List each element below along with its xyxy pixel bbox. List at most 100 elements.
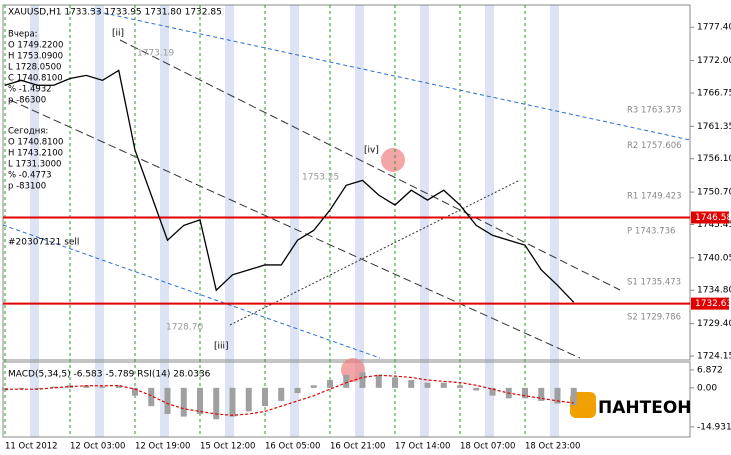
macd-bar (473, 387, 480, 391)
highlight (381, 148, 405, 172)
macd-bar (83, 385, 90, 388)
session-band (550, 5, 559, 437)
x-tick-label: 18 Oct 23:00 (525, 442, 580, 452)
y-tick-label: 1766.75 (697, 88, 731, 98)
price-line (4, 69, 575, 303)
y-tick-label: 6.872 (697, 365, 723, 375)
info-line: O 1740.8100 (8, 138, 63, 148)
y-tick-label: 1745.45 (697, 220, 731, 230)
macd-bar (278, 387, 285, 401)
logo: ПАНТЕОН (598, 398, 692, 418)
info-line: Сегодня: (8, 127, 48, 137)
annotation: #20307121 sell (8, 238, 79, 248)
macd-bar (408, 380, 415, 388)
y-tick-label: 1750.70 (697, 188, 731, 198)
macd-bar (375, 374, 382, 388)
info-line: L 1728.0500 (8, 63, 61, 73)
macd-bar (343, 374, 350, 388)
macd-bar (392, 377, 398, 388)
info-line: p -86300 (8, 96, 46, 106)
y-tick-label: 1772.00 (697, 56, 731, 66)
macd-bar (262, 387, 268, 407)
y-tick-label: 1740.05 (697, 253, 731, 263)
y-tick-label: 1761.35 (697, 122, 731, 132)
macd-bar (554, 387, 561, 404)
x-tick-label: 12 Oct 19:00 (135, 442, 190, 452)
pivot-label: S2 1729.786 (627, 313, 681, 323)
macd-bar (538, 387, 545, 401)
macd-bar (294, 387, 301, 394)
macd-bar (570, 387, 577, 406)
annotation: 1753.25 (302, 173, 339, 183)
trend-line (9, 99, 581, 359)
y-tick-label: 1729.40 (697, 319, 731, 329)
macd-bar (164, 387, 171, 415)
y-tick-label: -14.931 (697, 422, 731, 432)
level-box (691, 211, 729, 224)
info-line: C 1740.8100 (8, 74, 63, 84)
level-label: 1732.63 (695, 299, 731, 309)
y-tick-label: 1777.40 (697, 23, 731, 33)
x-tick-label: 12 Oct 03:00 (70, 442, 125, 452)
macd-title: MACD(5,34,5) -6.583 -5.789 RSI(14) 28.03… (8, 370, 211, 380)
session-band (160, 5, 169, 437)
info-line: O 1749.2200 (8, 41, 63, 51)
macd-bar (148, 387, 155, 407)
header: XAUUSD,H1 1733.33 1733.95 1731.80 1732.8… (8, 8, 222, 18)
session-band (420, 5, 429, 437)
info-line: H 1743.2100 (8, 149, 63, 159)
session-band (225, 5, 234, 437)
macd-bar (440, 382, 447, 388)
macd-bar (245, 387, 252, 412)
session-band (30, 5, 39, 437)
macd-bar (229, 387, 236, 417)
session-band (485, 5, 494, 437)
macd-bar (34, 387, 41, 390)
signal-line (5, 374, 574, 416)
x-tick-label: 11 Oct 2012 (5, 442, 58, 452)
annotation: [iii] (214, 342, 229, 352)
x-tick-label: 16 Oct 05:00 (265, 442, 320, 452)
session-band (95, 5, 104, 437)
macd-bar (132, 387, 138, 396)
macd-bar (310, 385, 317, 388)
level-box (691, 297, 729, 310)
macd-bar (197, 387, 203, 415)
y-tick-label: 1734.80 (697, 286, 731, 296)
session-band (355, 5, 364, 437)
macd-bar (359, 372, 366, 388)
trend-line (2, 224, 381, 359)
y-tick-label: 1724.15 (697, 351, 731, 361)
macd-bar (213, 387, 220, 420)
annotation: 1728.70 (166, 323, 203, 333)
macd-bar (457, 385, 463, 388)
macd-bar (180, 387, 187, 417)
annotation: [iv] (364, 146, 379, 156)
annotation: 1773.19 (137, 49, 174, 59)
info-line: % -1.4932 (8, 85, 52, 95)
pivot-label: R1 1749.423 (627, 191, 682, 201)
trend-line (89, 9, 691, 141)
macd-bar (99, 386, 106, 388)
info-line: H 1753.0900 (8, 52, 63, 62)
macd-bar (522, 387, 528, 399)
pivot-label: S1 1735.473 (627, 278, 681, 288)
y-tick-label: 1756.10 (697, 154, 731, 164)
x-tick-label: 18 Oct 07:00 (460, 442, 515, 452)
macd-bar (327, 380, 333, 388)
annotation: [ii] (112, 29, 124, 39)
session-bands (30, 5, 559, 437)
macd-bar (50, 386, 57, 388)
y-tick-label: 0.00 (697, 383, 717, 393)
pivot-label: R2 1757.606 (627, 141, 682, 151)
macd-bar (115, 385, 122, 388)
x-tick-label: 15 Oct 12:00 (200, 442, 255, 452)
session-band (290, 5, 299, 437)
pivot-label: P 1743.736 (627, 227, 675, 237)
info-line: L 1731.3000 (8, 160, 61, 170)
trend-line (119, 39, 621, 291)
info-line: % -0.4773 (8, 171, 52, 181)
info-line: Вчера: (8, 30, 38, 40)
